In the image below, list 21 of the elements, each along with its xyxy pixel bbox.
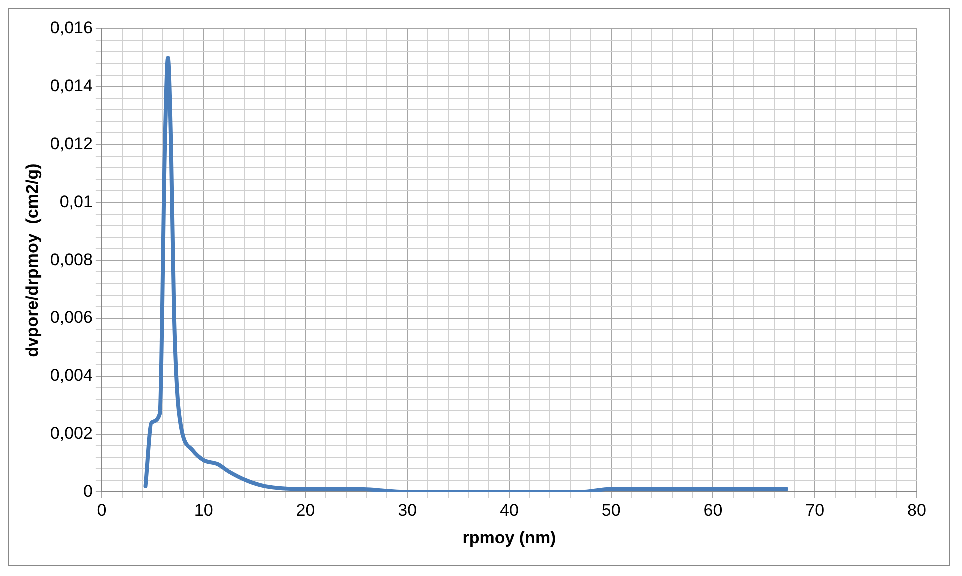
- x-tick-label: 60: [704, 501, 723, 520]
- y-tick-label: 0,008: [50, 250, 93, 270]
- x-tick-label: 40: [500, 501, 519, 520]
- y-axis-title: dvpore/drpmoy (cm2/g): [22, 164, 42, 358]
- y-tick-label: 0,016: [50, 18, 93, 38]
- y-tick-label: 0,004: [50, 366, 93, 386]
- y-tick-label: 0,006: [50, 308, 93, 328]
- line-series: [144, 56, 789, 492]
- y-tick-label: 0,012: [50, 134, 93, 154]
- y-tick-label: 0,002: [50, 424, 93, 443]
- y-tick-label: 0,01: [60, 192, 93, 212]
- y-tick-label: 0,014: [50, 76, 93, 96]
- x-tick-label: 70: [806, 501, 825, 520]
- x-tick-label: 50: [602, 501, 621, 520]
- x-tick-label: 30: [398, 501, 418, 520]
- x-tick-label: 10: [194, 501, 214, 520]
- y-tick-label: 0: [83, 482, 93, 501]
- x-tick-label: 80: [908, 501, 926, 520]
- x-axis-title: rpmoy (nm): [462, 528, 556, 548]
- x-tick-label: 0: [97, 501, 107, 520]
- x-tick-label: 20: [296, 501, 316, 520]
